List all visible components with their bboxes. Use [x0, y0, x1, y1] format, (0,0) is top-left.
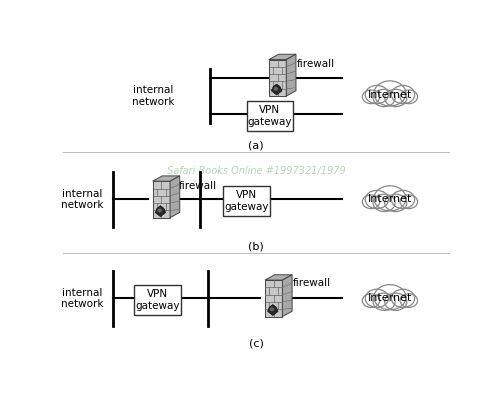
Circle shape [362, 195, 380, 209]
Polygon shape [152, 176, 180, 181]
Text: (b): (b) [248, 241, 264, 251]
Circle shape [373, 293, 395, 310]
Circle shape [365, 85, 388, 103]
Text: firewall: firewall [297, 59, 335, 69]
Polygon shape [269, 60, 286, 96]
Text: firewall: firewall [293, 278, 331, 288]
Text: (c): (c) [249, 339, 264, 348]
Polygon shape [265, 275, 292, 280]
Circle shape [384, 194, 407, 212]
Circle shape [374, 81, 406, 106]
Circle shape [274, 88, 278, 90]
Circle shape [384, 293, 407, 310]
Polygon shape [152, 181, 170, 218]
Text: VPN
gateway: VPN gateway [248, 105, 292, 127]
Polygon shape [272, 84, 282, 95]
Polygon shape [155, 206, 166, 216]
Circle shape [400, 294, 417, 307]
Circle shape [373, 89, 395, 107]
Circle shape [270, 308, 274, 310]
Text: VPN
gateway: VPN gateway [224, 190, 269, 212]
Circle shape [362, 294, 380, 307]
Circle shape [374, 285, 406, 310]
FancyBboxPatch shape [134, 285, 180, 315]
Text: firewall: firewall [179, 181, 217, 191]
Text: VPN
gateway: VPN gateway [135, 289, 180, 310]
Circle shape [392, 190, 414, 209]
Text: internal
network: internal network [60, 288, 103, 309]
Polygon shape [286, 54, 296, 96]
Circle shape [365, 289, 388, 307]
Polygon shape [269, 54, 296, 60]
FancyBboxPatch shape [246, 101, 293, 131]
Polygon shape [170, 176, 179, 218]
Text: Internet: Internet [368, 90, 412, 100]
Circle shape [365, 190, 388, 209]
Circle shape [373, 194, 395, 212]
Circle shape [392, 85, 414, 103]
Text: (a): (a) [248, 141, 264, 151]
Circle shape [362, 90, 380, 103]
Polygon shape [265, 280, 282, 316]
Circle shape [374, 186, 406, 211]
Text: Internet: Internet [368, 293, 412, 303]
Text: internal
network: internal network [132, 85, 175, 107]
Polygon shape [268, 305, 278, 316]
Polygon shape [282, 275, 292, 316]
Text: Internet: Internet [368, 194, 412, 205]
Circle shape [400, 90, 417, 103]
Circle shape [400, 195, 417, 209]
Circle shape [392, 289, 414, 307]
Circle shape [158, 209, 161, 212]
FancyBboxPatch shape [224, 186, 270, 216]
Text: Safari Books Online #1997321/1979: Safari Books Online #1997321/1979 [167, 166, 346, 176]
Text: internal
network: internal network [60, 189, 103, 210]
Circle shape [384, 89, 407, 107]
